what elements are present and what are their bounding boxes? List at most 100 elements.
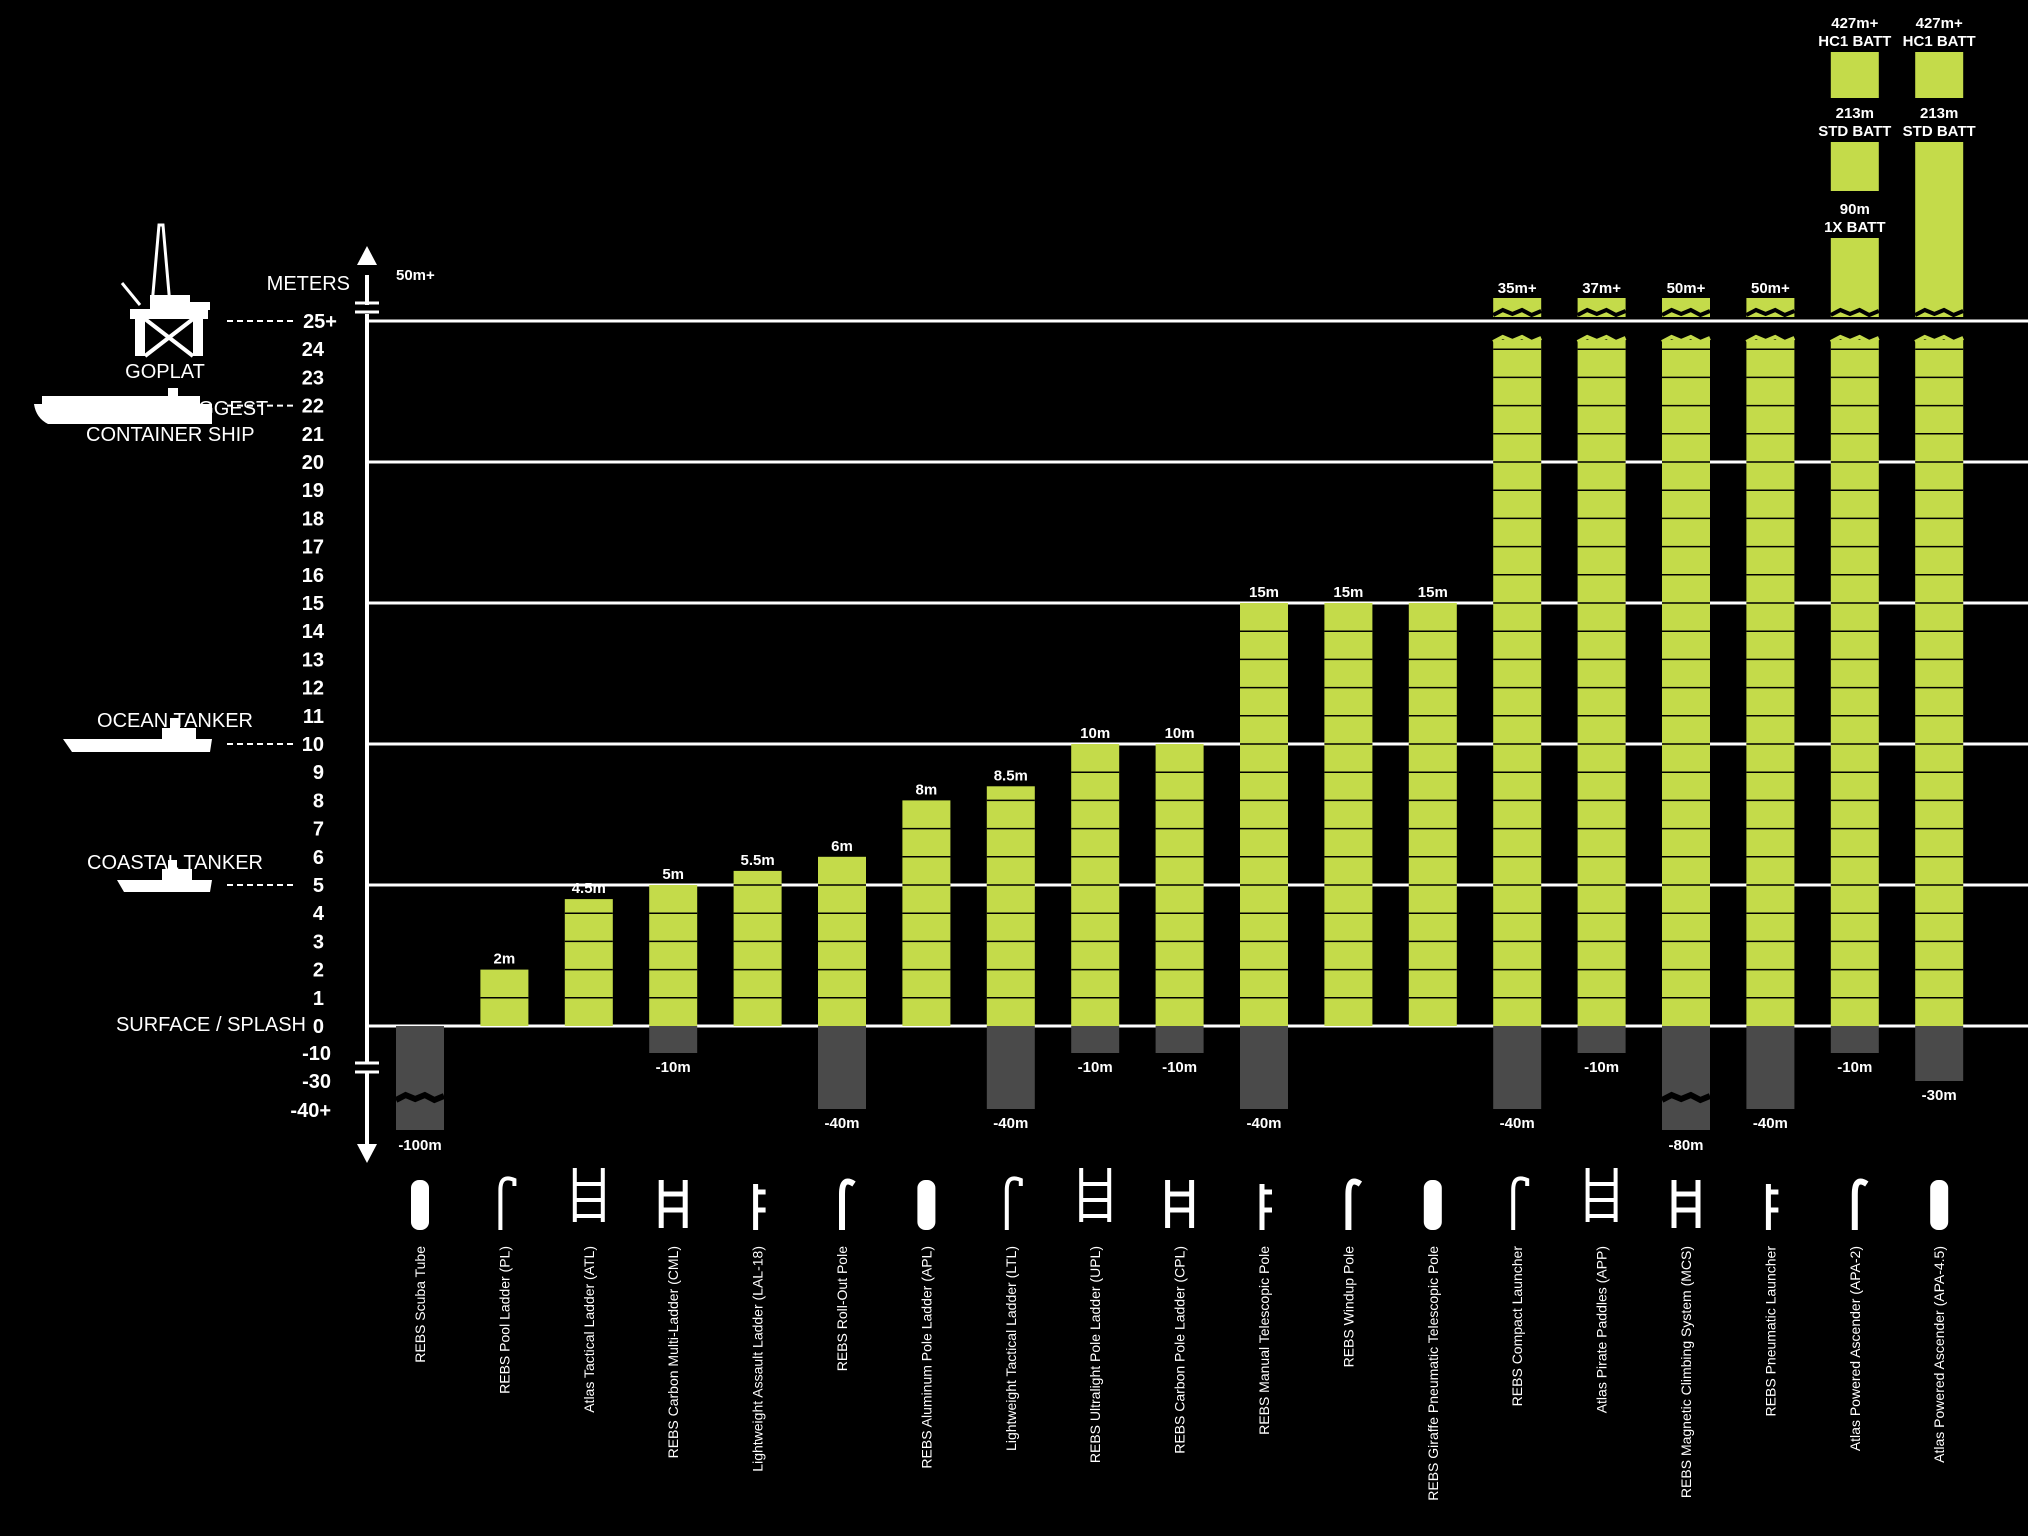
oil-platform-icon xyxy=(120,223,210,358)
height-label: 8.5m xyxy=(994,767,1028,784)
product-name: REBS Compact Launcher xyxy=(1509,1246,1525,1407)
ultralight-pole-ladder-icon xyxy=(1079,1168,1112,1222)
icon-shape xyxy=(1259,1184,1272,1230)
height-label: 10m xyxy=(1080,725,1110,742)
y-tick-label: 18 xyxy=(302,508,324,530)
bar-segment xyxy=(1577,340,1626,1026)
axis-top-label: 50m+ xyxy=(396,267,435,284)
product-name: Atlas Powered Ascender (APA-4.5) xyxy=(1931,1246,1947,1463)
reference-label: GOPLAT xyxy=(125,361,205,383)
tier-label: HC1 BATT xyxy=(1818,33,1891,50)
height-label: 37m+ xyxy=(1582,280,1621,297)
height-label: 4.5m xyxy=(572,880,606,897)
icon-shape xyxy=(753,1184,766,1230)
bar-break-mark xyxy=(1576,334,1627,345)
y-tick-label: 3 xyxy=(313,931,324,953)
product-name: Lightweight Tactical Ladder (LTL) xyxy=(1003,1246,1019,1451)
icon-shape xyxy=(839,1178,856,1230)
bar-segment xyxy=(1915,340,1964,1026)
height-label: 50m+ xyxy=(1751,280,1790,297)
bar-segment xyxy=(1746,340,1795,1026)
product-name: REBS Magnetic Climbing System (MCS) xyxy=(1678,1246,1694,1498)
height-bar xyxy=(1661,298,1711,1026)
bar-break-mark xyxy=(1661,334,1711,345)
multi-ladder-icon xyxy=(658,1180,688,1228)
depth-bar xyxy=(649,1026,698,1053)
height-bar xyxy=(1576,298,1627,1026)
bar-segment xyxy=(733,870,782,1026)
product-name: REBS Windup Pole xyxy=(1340,1246,1356,1368)
height-label: 10m xyxy=(1165,725,1195,742)
tier-label: 427m+ xyxy=(1831,15,1878,32)
depth-bar xyxy=(1493,1026,1542,1109)
height-bar xyxy=(480,969,529,1026)
icon-shape xyxy=(1671,1180,1701,1228)
depth-bar xyxy=(396,1026,444,1130)
height-label: 35m+ xyxy=(1498,280,1537,297)
ship-containers xyxy=(42,396,200,404)
y-tick-label: 16 xyxy=(302,565,324,587)
y-tick-label: 5 xyxy=(313,875,324,897)
icon-shape xyxy=(658,1180,688,1228)
y-tick-label: 6 xyxy=(313,847,324,869)
bar-break-mark xyxy=(1492,307,1542,318)
depth-label: -40m xyxy=(824,1115,859,1132)
depth-break-mark xyxy=(394,1091,446,1104)
y-tick-label: 20 xyxy=(302,452,324,474)
windup-pole-icon xyxy=(1345,1178,1363,1230)
depth-label: -40m xyxy=(1500,1115,1535,1132)
ocean-tanker-icon xyxy=(63,718,212,752)
tier-label: HC1 BATT xyxy=(1903,33,1976,50)
depth-label: -40m xyxy=(1246,1115,1281,1132)
depth-bar xyxy=(1071,1026,1120,1053)
height-bar xyxy=(649,885,698,1026)
powered-ascender-icon xyxy=(1851,1178,1869,1230)
platform-helipad xyxy=(190,302,210,310)
container-ship-icon xyxy=(34,388,212,424)
product-name: REBS Ultralight Pole Ladder (UPL) xyxy=(1087,1246,1103,1463)
depth-label: -80m xyxy=(1668,1137,1703,1154)
platform-leg xyxy=(135,319,145,356)
y-tick-label: 4 xyxy=(313,903,325,925)
product-name: Atlas Powered Ascender (APA-2) xyxy=(1847,1246,1863,1451)
y-tick-label: -40+ xyxy=(290,1100,331,1122)
depth-bar xyxy=(818,1026,866,1109)
carbon-pole-ladder-icon xyxy=(1165,1180,1195,1228)
y-tick-label: 2 xyxy=(313,960,324,982)
bar-break-mark xyxy=(1914,334,1964,345)
icon-shape xyxy=(1079,1168,1112,1222)
y-tick-label: 15 xyxy=(302,593,324,615)
assault-ladder-icon xyxy=(753,1184,766,1230)
tier-label: 213m xyxy=(1836,105,1874,122)
depth-label: -40m xyxy=(1753,1115,1788,1132)
arrow-up-icon xyxy=(357,246,377,265)
height-bar xyxy=(733,870,782,1026)
bar-segment xyxy=(1324,603,1373,1026)
height-bar xyxy=(1408,603,1457,1026)
bar-segment xyxy=(1830,340,1879,1026)
height-bar xyxy=(1914,52,1964,1026)
y-tick-label: 21 xyxy=(302,424,324,446)
y-tick-label: 25+ xyxy=(303,311,337,333)
height-bar xyxy=(564,899,613,1026)
ship-funnel xyxy=(170,718,180,728)
height-bar xyxy=(818,856,866,1026)
bar-tier-segment xyxy=(1830,142,1879,191)
bar-segment xyxy=(1662,340,1710,1026)
bar-segment xyxy=(1830,238,1879,317)
height-label: 2m xyxy=(494,951,516,968)
tier-label: 427m+ xyxy=(1916,15,1963,32)
icon-shape xyxy=(1004,1176,1023,1230)
bar-segment xyxy=(564,899,613,1026)
y-tick-label: 13 xyxy=(302,649,324,671)
y-tick-label: -30 xyxy=(302,1071,331,1093)
icon-shape xyxy=(1930,1180,1949,1230)
y-tick-label: 9 xyxy=(313,762,324,784)
tier-label: 213m xyxy=(1920,105,1958,122)
magnetic-climbing-icon xyxy=(1671,1180,1701,1228)
bar-segment xyxy=(1493,340,1542,1026)
platform-derrick xyxy=(150,223,172,307)
icon-shape xyxy=(572,1168,605,1222)
depth-bar xyxy=(1662,1026,1710,1130)
depth-label: -10m xyxy=(1584,1059,1619,1076)
